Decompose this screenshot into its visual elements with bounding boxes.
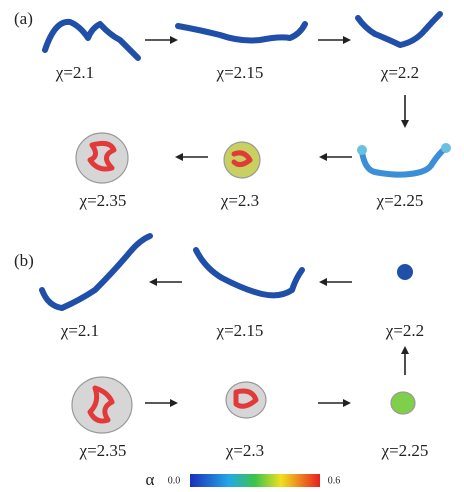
state-label: χ=2.25 xyxy=(376,191,424,210)
globule xyxy=(72,377,132,433)
state-label: χ=2.35 xyxy=(79,191,127,210)
colorbar-symbol: α xyxy=(146,470,155,489)
state-label: χ=2.1 xyxy=(55,63,94,82)
state-label: χ=2.3 xyxy=(225,441,264,460)
colorbar-max: 0.6 xyxy=(328,475,341,486)
polymer-coil xyxy=(196,250,302,295)
figure: (a) χ=2.1 χ=2.15 χ=2.2 χ=2.35 χ=2.3 χ=2.… xyxy=(0,0,464,492)
state-label: χ=2.2 xyxy=(380,63,419,82)
arrow-head xyxy=(175,153,183,161)
arrow-head xyxy=(319,278,327,286)
polymer-coil xyxy=(358,14,440,45)
arrow-head xyxy=(170,399,178,407)
globule xyxy=(226,382,266,418)
state-label: χ=2.15 xyxy=(216,321,264,340)
polymer-coil xyxy=(362,148,446,175)
colorbar xyxy=(190,474,320,487)
polymer-coil xyxy=(42,236,150,308)
arrow-head xyxy=(401,346,409,354)
globule xyxy=(224,142,260,178)
arrow-head xyxy=(343,399,351,407)
polymer-coil xyxy=(178,24,305,40)
panel-label: (b) xyxy=(14,251,34,270)
arrow-head xyxy=(170,36,178,44)
arrow-head xyxy=(401,120,409,128)
globule xyxy=(397,264,413,280)
state-label: χ=2.1 xyxy=(60,321,99,340)
arrow-head xyxy=(319,153,327,161)
state-label: χ=2.15 xyxy=(216,63,264,82)
colorbar-min: 0.0 xyxy=(168,475,181,486)
globule xyxy=(391,392,415,414)
panel-label: (a) xyxy=(14,9,33,28)
state-label: χ=2.25 xyxy=(381,441,429,460)
state-label: χ=2.3 xyxy=(220,191,259,210)
chain-end xyxy=(357,145,367,155)
state-label: χ=2.35 xyxy=(79,441,127,460)
polymer-coil xyxy=(45,22,138,58)
globule xyxy=(76,133,128,183)
arrow-head xyxy=(343,36,351,44)
arrow-head xyxy=(149,278,157,286)
chain-end xyxy=(441,143,451,153)
state-label: χ=2.2 xyxy=(385,321,424,340)
